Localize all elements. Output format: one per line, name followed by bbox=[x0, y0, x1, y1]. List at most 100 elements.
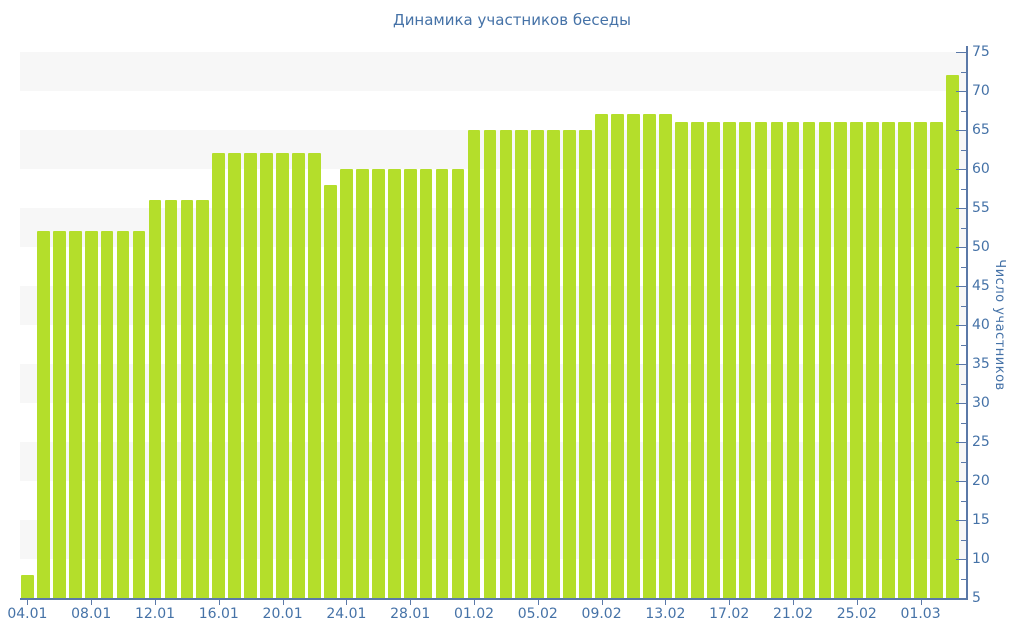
y-axis-minor-tick bbox=[961, 149, 966, 151]
bar-19.02[interactable] bbox=[754, 122, 768, 598]
bar-03.03[interactable] bbox=[946, 75, 959, 598]
y-axis-tick-label: 60 bbox=[972, 161, 990, 177]
bar-23.01[interactable] bbox=[324, 184, 337, 598]
x-axis-tick bbox=[27, 600, 29, 605]
x-axis-tick bbox=[155, 600, 156, 605]
x-axis-tick-label: 08.01 bbox=[71, 606, 112, 622]
bar-18.01[interactable] bbox=[244, 153, 258, 598]
bar-27.02[interactable] bbox=[882, 122, 896, 598]
bar-04.01[interactable] bbox=[21, 574, 34, 598]
bar-28.01[interactable] bbox=[403, 169, 417, 598]
y-axis-minor-tick bbox=[961, 71, 966, 73]
x-axis-tick-label: 05.02 bbox=[517, 606, 558, 622]
y-axis-minor-tick bbox=[961, 578, 966, 580]
y-axis-tick-label: 20 bbox=[972, 473, 990, 489]
bar-16.01[interactable] bbox=[212, 153, 226, 598]
bar-01.03[interactable] bbox=[914, 122, 927, 598]
bar-10.01[interactable] bbox=[116, 231, 130, 598]
bar-09.01[interactable] bbox=[100, 231, 114, 598]
bar-19.01[interactable] bbox=[260, 153, 273, 598]
bar-17.02[interactable] bbox=[722, 122, 736, 598]
x-axis-tick bbox=[793, 600, 794, 605]
bar-18.02[interactable] bbox=[738, 122, 752, 598]
bar-14.01[interactable] bbox=[180, 200, 194, 598]
bar-06.01[interactable] bbox=[52, 231, 66, 598]
y-axis-minor-tick bbox=[961, 539, 966, 541]
y-axis-tick bbox=[956, 598, 966, 599]
bar-06.02[interactable] bbox=[547, 130, 561, 598]
y-axis-tick-label: 5 bbox=[972, 590, 981, 606]
bar-08.02[interactable] bbox=[579, 130, 592, 598]
x-axis-tick bbox=[91, 600, 93, 605]
bar-13.02[interactable] bbox=[659, 114, 672, 598]
bar-10.02[interactable] bbox=[611, 114, 624, 598]
bar-13.01[interactable] bbox=[164, 200, 178, 598]
y-axis-title: Число участников bbox=[992, 259, 1007, 391]
bar-26.02[interactable] bbox=[866, 122, 880, 598]
y-axis-line bbox=[966, 46, 968, 600]
y-axis-tick bbox=[956, 481, 966, 482]
y-axis-tick-label: 15 bbox=[972, 512, 990, 528]
bar-07.01[interactable] bbox=[68, 231, 82, 598]
y-axis-minor-tick bbox=[961, 110, 966, 112]
y-axis-tick bbox=[956, 169, 966, 170]
y-axis-minor-tick bbox=[961, 188, 966, 190]
bar-02.03[interactable] bbox=[930, 122, 943, 598]
y-axis-minor-tick bbox=[961, 461, 966, 463]
bar-25.02[interactable] bbox=[850, 122, 864, 598]
bar-17.01[interactable] bbox=[228, 153, 242, 598]
bar-08.01[interactable] bbox=[84, 231, 98, 598]
bar-21.01[interactable] bbox=[292, 153, 305, 598]
bar-15.01[interactable] bbox=[196, 200, 210, 598]
bar-30.01[interactable] bbox=[435, 169, 449, 598]
x-axis-tick bbox=[282, 600, 284, 605]
bar-21.02[interactable] bbox=[786, 122, 800, 598]
bar-24.01[interactable] bbox=[340, 169, 353, 598]
y-axis-minor-tick bbox=[961, 500, 966, 502]
bar-27.01[interactable] bbox=[387, 169, 401, 598]
x-axis-tick-label: 13.02 bbox=[645, 606, 686, 622]
bar-04.02[interactable] bbox=[515, 130, 529, 598]
bar-20.02[interactable] bbox=[770, 122, 784, 598]
chart-title: Динамика участников беседы bbox=[392, 11, 632, 29]
y-axis-tick bbox=[956, 286, 966, 287]
bar-31.01[interactable] bbox=[451, 169, 465, 598]
bar-12.01[interactable] bbox=[148, 200, 162, 598]
bar-16.02[interactable] bbox=[706, 122, 720, 598]
bar-25.01[interactable] bbox=[355, 169, 369, 598]
y-axis-tick bbox=[956, 208, 966, 209]
x-axis-tick-label: 17.02 bbox=[709, 606, 750, 622]
bar-05.01[interactable] bbox=[36, 231, 50, 598]
bar-29.01[interactable] bbox=[419, 169, 433, 598]
bar-11.02[interactable] bbox=[627, 114, 640, 598]
bar-03.02[interactable] bbox=[499, 130, 513, 598]
bar-02.02[interactable] bbox=[483, 130, 497, 598]
y-axis-minor-tick bbox=[961, 227, 966, 229]
y-axis-tick-label: 50 bbox=[972, 239, 990, 255]
bar-28.02[interactable] bbox=[898, 122, 911, 598]
bar-14.02[interactable] bbox=[674, 122, 688, 598]
x-axis-tick bbox=[665, 600, 667, 605]
x-axis-tick-label: 12.01 bbox=[134, 606, 176, 622]
x-axis-tick-label: 25.02 bbox=[836, 606, 877, 622]
bar-05.02[interactable] bbox=[531, 130, 545, 598]
y-axis-tick-label: 40 bbox=[972, 317, 990, 333]
bar-26.01[interactable] bbox=[371, 169, 385, 598]
bar-07.02[interactable] bbox=[563, 130, 577, 598]
bar-23.02[interactable] bbox=[818, 122, 832, 598]
bar-12.02[interactable] bbox=[643, 114, 656, 598]
y-axis-tick bbox=[956, 559, 966, 560]
bar-22.01[interactable] bbox=[308, 153, 321, 598]
bar-01.02[interactable] bbox=[467, 130, 481, 598]
y-axis-minor-tick bbox=[961, 344, 966, 346]
bar-11.01[interactable] bbox=[132, 231, 146, 598]
bar-09.02[interactable] bbox=[595, 114, 608, 598]
bar-20.01[interactable] bbox=[276, 153, 289, 598]
x-axis-tick bbox=[729, 600, 731, 605]
bar-22.02[interactable] bbox=[802, 122, 816, 598]
bar-24.02[interactable] bbox=[834, 122, 848, 598]
y-axis-tick bbox=[956, 91, 966, 92]
bar-15.02[interactable] bbox=[690, 122, 704, 598]
x-axis-tick-label: 24.01 bbox=[326, 606, 367, 622]
